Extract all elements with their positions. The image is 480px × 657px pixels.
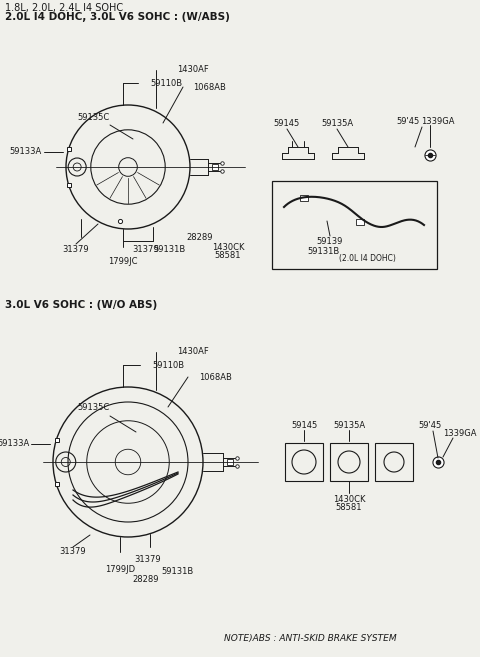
Text: 1.8L, 2.0L, 2.4L I4 SOHC: 1.8L, 2.0L, 2.4L I4 SOHC	[5, 3, 123, 13]
Text: 31379: 31379	[63, 244, 89, 254]
Bar	[285, 443, 323, 481]
Text: 1068AB: 1068AB	[193, 83, 227, 91]
Text: 31379: 31379	[60, 547, 86, 556]
Text: 59110B: 59110B	[150, 78, 182, 87]
Text: 59'45: 59'45	[419, 420, 442, 430]
Bar	[227, 459, 233, 465]
Text: 59135C: 59135C	[77, 112, 109, 122]
Text: 1068AB: 1068AB	[200, 373, 232, 382]
Text: 59131B: 59131B	[162, 568, 194, 576]
Text: 59131B: 59131B	[308, 246, 340, 256]
Text: 2.0L I4 DOHC, 3.0L V6 SOHC : (W/ABS): 2.0L I4 DOHC, 3.0L V6 SOHC : (W/ABS)	[5, 12, 230, 22]
Bar	[330, 443, 368, 481]
Text: 59135C: 59135C	[77, 403, 109, 413]
Text: 59133A: 59133A	[0, 440, 29, 449]
Text: 59'45: 59'45	[396, 118, 420, 127]
Text: 31379: 31379	[132, 244, 159, 254]
Bar	[272, 181, 437, 269]
Text: 59139: 59139	[317, 237, 343, 246]
Text: 59135A: 59135A	[333, 420, 365, 430]
Text: NOTE)ABS : ANTI-SKID BRAKE SYSTEM: NOTE)ABS : ANTI-SKID BRAKE SYSTEM	[224, 635, 396, 643]
Text: (2.0L I4 DOHC): (2.0L I4 DOHC)	[338, 254, 396, 263]
Text: 1339GA: 1339GA	[443, 428, 477, 438]
Text: 59131B: 59131B	[154, 244, 186, 254]
Text: 31379: 31379	[135, 555, 161, 564]
Text: 59133A: 59133A	[10, 148, 42, 156]
Text: 1430CK: 1430CK	[212, 242, 244, 252]
Text: 28289: 28289	[187, 233, 213, 242]
Text: 1430AF: 1430AF	[177, 348, 209, 357]
Text: 1339GA: 1339GA	[421, 118, 455, 127]
Text: 59135A: 59135A	[321, 120, 353, 129]
Text: 28289: 28289	[133, 576, 159, 585]
Text: 59145: 59145	[291, 420, 317, 430]
Text: 58581: 58581	[336, 503, 362, 512]
Text: 58581: 58581	[215, 252, 241, 260]
Text: 3.0L V6 SOHC : (W/O ABS): 3.0L V6 SOHC : (W/O ABS)	[5, 300, 157, 310]
Bar	[212, 164, 218, 170]
Text: 1799JC: 1799JC	[108, 256, 138, 265]
Text: 1430CK: 1430CK	[333, 495, 365, 503]
Text: 1430AF: 1430AF	[177, 66, 209, 74]
Text: 1799JD: 1799JD	[105, 564, 135, 574]
Bar	[375, 443, 413, 481]
Text: 59145: 59145	[274, 120, 300, 129]
Text: 59110B: 59110B	[152, 361, 184, 369]
Bar	[300, 195, 308, 201]
Bar	[356, 219, 364, 225]
